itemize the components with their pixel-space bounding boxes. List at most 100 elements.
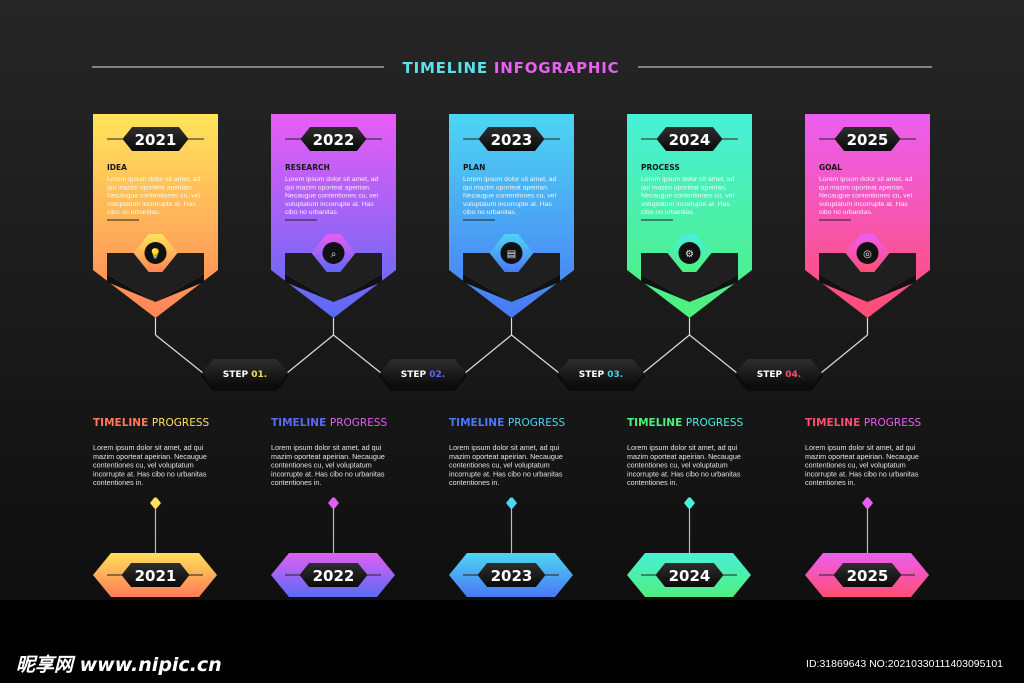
card-text-line: qui mazim oporteat apeirian.	[641, 184, 727, 191]
card-inner-panel	[463, 253, 560, 302]
progress-heading-word1: TIMELINE	[93, 417, 148, 429]
card-inner-shadow	[285, 274, 382, 302]
card-inner-panel	[285, 253, 382, 302]
progress-heading-word2: PROGRESS	[508, 417, 566, 429]
progress-text-line: incorrupte at. Has cibo no urbanitas	[449, 469, 563, 478]
progress-text-line: contentiones cu, vel voluptatum	[93, 461, 194, 470]
card-text-line: cibo no urbanitas.	[107, 209, 161, 216]
progress-heading: TIMELINE PROGRESS	[449, 417, 566, 429]
progress-text-line: contentiones cu, vel voluptatum	[271, 461, 372, 470]
card-text-line: Necaugue contentiones cu, vel	[819, 193, 912, 200]
progress-text-line: contentiones in.	[805, 478, 855, 487]
milestone-card-2023: 2023 PLAN Lorem ipsum dolor sit amet, adqu…	[449, 114, 574, 318]
card-inner-panel	[641, 253, 738, 302]
progress-text-line: contentiones cu, vel voluptatum	[449, 461, 550, 470]
step-label: STEP 04.	[757, 370, 801, 380]
progress-heading-word2: PROGRESS	[152, 417, 210, 429]
milestone-card-2021: 2021 IDEA Lorem ipsum dolor sit amet, adqu…	[93, 114, 218, 318]
progress-heading-word2: PROGRESS	[686, 417, 744, 429]
year-plate-badge	[655, 563, 724, 587]
card-text-line: qui mazim oporteat apeirian.	[463, 184, 549, 191]
card-text-line: Lorem ipsum dolor sit amet, ad	[819, 176, 913, 183]
pin-hexagon	[150, 497, 161, 509]
card-inner-panel	[819, 253, 916, 302]
card-year: 2022	[313, 131, 355, 149]
progress-text-line: contentiones in.	[93, 478, 143, 487]
year-plate-label: 2024	[669, 567, 711, 585]
icon-circle	[322, 242, 345, 264]
step-number: 01.	[251, 370, 267, 380]
connector-line	[286, 334, 334, 374]
progress-block-2022: TIMELINE PROGRESS Lorem ipsum dolor sit a…	[271, 417, 395, 597]
step-badge-shape	[380, 359, 466, 387]
step-label: STEP 01.	[223, 370, 267, 380]
target-icon: ◎	[863, 249, 872, 260]
connector-line	[155, 334, 204, 374]
progress-heading: TIMELINE PROGRESS	[805, 417, 922, 429]
card-year: 2023	[491, 131, 533, 149]
card-text-line: voluptatum incorrupte at. Has	[641, 201, 730, 208]
connector-line	[511, 334, 560, 374]
year-plate-label: 2023	[491, 567, 533, 585]
year-badge	[122, 127, 189, 151]
progress-text-line: contentiones in.	[449, 478, 499, 487]
year-plate-badge	[299, 563, 368, 587]
progress-text-line: Lorem ipsum dolor sit amet, ad qui	[627, 443, 738, 452]
pin-hexagon	[862, 497, 873, 509]
milestone-card-2024: 2024 PROCESS Lorem ipsum dolor sit amet, a…	[627, 114, 752, 318]
card-text-line: voluptatum incorrupte at. Has	[463, 201, 552, 208]
progress-text-line: mazim oporteat apeirian. Necaugue	[449, 452, 563, 461]
card-text-line: cibo no urbanitas.	[641, 209, 695, 216]
card-text-line: Necaugue contentiones cu, vel	[641, 193, 734, 200]
year-plate-label: 2022	[313, 567, 355, 585]
progress-heading: TIMELINE PROGRESS	[627, 417, 744, 429]
progress-block-2025: TIMELINE PROGRESS Lorem ipsum dolor sit a…	[805, 417, 929, 597]
header: TIMELINE INFOGRAPHIC	[92, 59, 932, 77]
card-text-line: voluptatum incorrupte at. Has	[285, 201, 374, 208]
card-inner-shadow	[463, 274, 560, 302]
progress-text-line: incorrupte at. Has cibo no urbanitas	[627, 469, 741, 478]
page-title: TIMELINE INFOGRAPHIC	[403, 59, 620, 77]
connector-line	[820, 334, 868, 374]
progress-text-line: mazim oporteat apeirian. Necaugue	[627, 452, 741, 461]
progress-text-line: Lorem ipsum dolor sit amet, ad qui	[93, 443, 204, 452]
year-plate-badge	[477, 563, 546, 587]
card-text-line: Lorem ipsum dolor sit amet, ad	[463, 176, 557, 183]
card-year: 2025	[847, 131, 889, 149]
milestone-card-2022: 2022 RESEARCH Lorem ipsum dolor sit amet, …	[271, 114, 396, 318]
card-year: 2024	[669, 131, 711, 149]
year-plate-label: 2025	[847, 567, 889, 585]
step-badge-shape	[202, 359, 288, 387]
year-plate-label: 2021	[135, 567, 177, 585]
progress-block-2023: TIMELINE PROGRESS Lorem ipsum dolor sit a…	[449, 417, 573, 597]
card-title: PLAN	[463, 163, 485, 172]
step-badge-3: STEP 03.	[557, 359, 645, 391]
year-plate-badge	[121, 563, 190, 587]
milestone-card-2025: 2025 GOAL Lorem ipsum dolor sit amet, adqu…	[805, 114, 930, 318]
lightbulb-icon: 💡	[149, 247, 161, 260]
card-text-line: cibo no urbanitas.	[463, 209, 517, 216]
progress-text-line: mazim oporteat apeirian. Necaugue	[271, 452, 385, 461]
card-inner-shadow	[819, 274, 916, 302]
card-text-line: qui mazim oporteat apeirian.	[107, 184, 193, 191]
progress-heading-word2: PROGRESS	[330, 417, 388, 429]
step-word: STEP	[757, 370, 783, 380]
progress-text-line: incorrupte at. Has cibo no urbanitas	[805, 469, 919, 478]
connector-lines	[154, 318, 869, 374]
card-inner-shadow	[641, 274, 738, 302]
card-title: IDEA	[107, 163, 127, 172]
year-plate-badge	[833, 563, 902, 587]
card-text-line: qui mazim oporteat apeirian.	[819, 184, 905, 191]
progress-text-line: contentiones cu, vel voluptatum	[805, 461, 906, 470]
card-text-line: Necaugue contentiones cu, vel	[463, 193, 556, 200]
step-number: 03.	[607, 370, 623, 380]
icon-circle	[144, 242, 167, 264]
step-word: STEP	[579, 370, 605, 380]
progress-text-line: mazim oporteat apeirian. Necaugue	[93, 452, 207, 461]
progress-text-line: contentiones cu, vel voluptatum	[627, 461, 728, 470]
step-word: STEP	[223, 370, 249, 380]
card-text-line: qui mazim oporteat apeirian.	[285, 184, 371, 191]
watermark-id: ID:31869643 NO:20210330111403095101	[806, 658, 1003, 670]
year-badge	[478, 127, 545, 151]
